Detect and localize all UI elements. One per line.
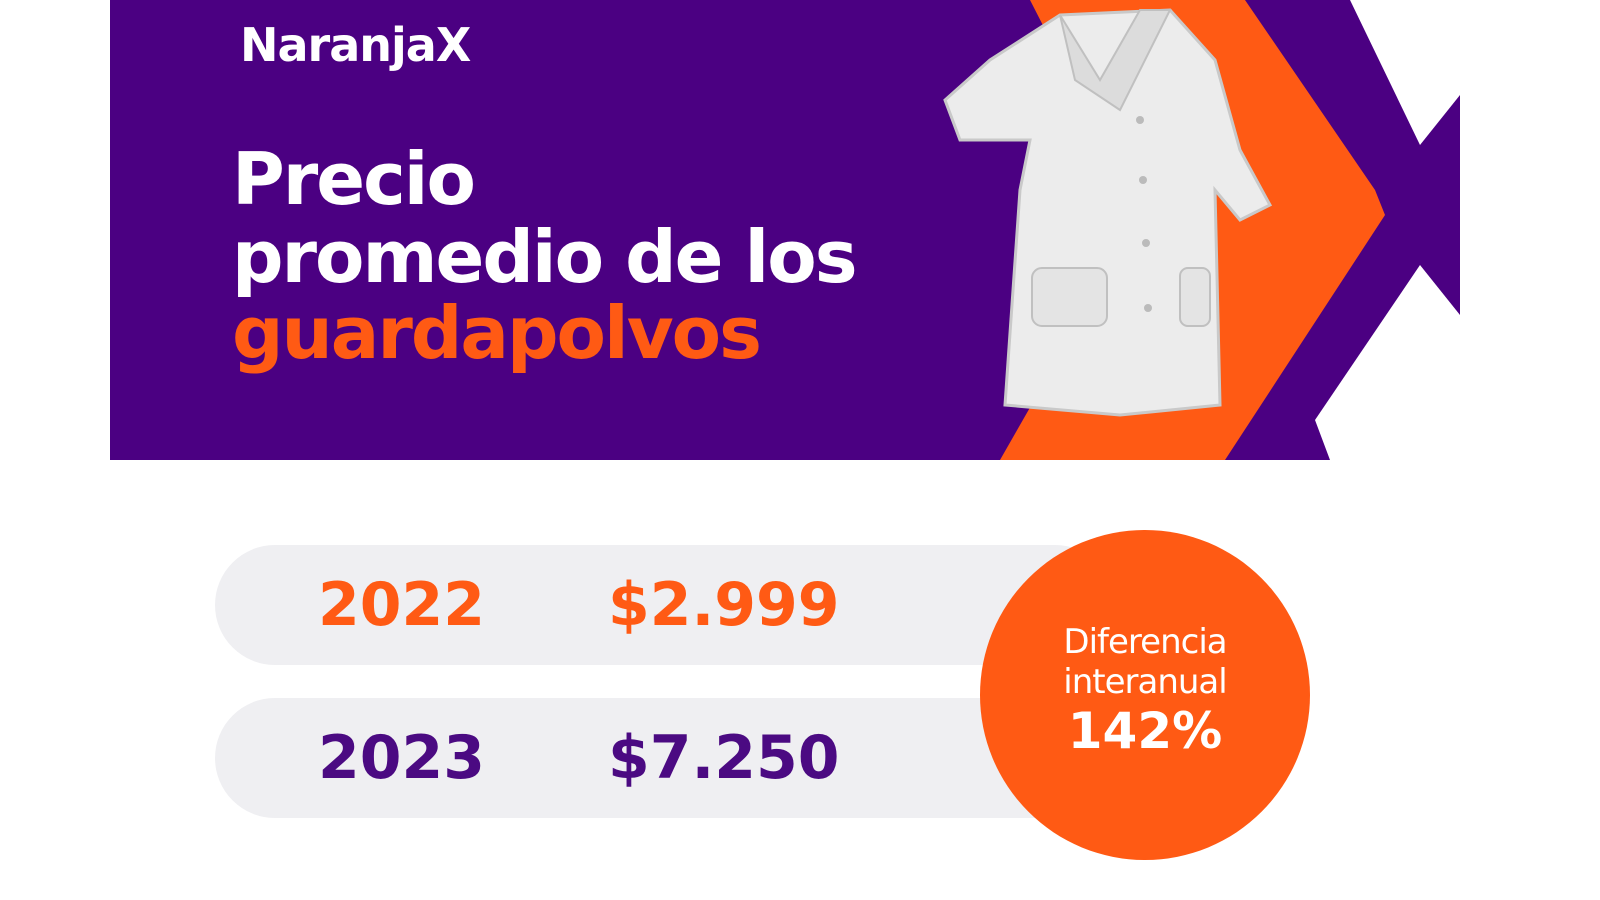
badge-text: Diferencia [1063, 622, 1227, 662]
year: 2023 [318, 723, 485, 793]
badge: Diferencia interanual 142% [980, 530, 1310, 860]
row-background [215, 545, 1115, 665]
badge-text: interanual [1063, 662, 1227, 702]
price: $7.250 [608, 723, 840, 793]
title-highlight: guardapolvos [232, 291, 762, 375]
x-shape [1350, 0, 1460, 145]
row-background [215, 698, 1115, 818]
year: 2022 [318, 570, 485, 640]
price: $2.999 [608, 570, 840, 640]
brand: NaranjaX [240, 18, 471, 72]
lab-coat [943, 8, 1273, 417]
title-line: promedio de los [232, 215, 858, 299]
x-shape [1315, 265, 1460, 460]
title-line: Precio [232, 137, 476, 221]
badge-value: 142% [1067, 702, 1223, 760]
